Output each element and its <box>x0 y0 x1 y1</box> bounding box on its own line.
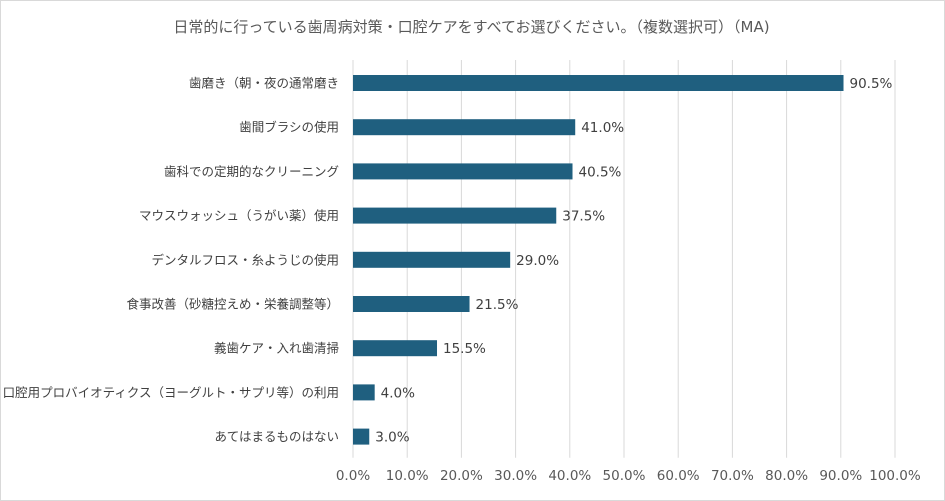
x-tick-label: 20.0% <box>440 468 483 484</box>
data-label: 21.5% <box>476 297 519 313</box>
bar <box>353 340 438 357</box>
x-tick-label: 0.0% <box>336 468 370 484</box>
x-tick-label: 80.0% <box>765 468 808 484</box>
data-label: 15.5% <box>443 341 486 357</box>
bar <box>353 207 557 224</box>
x-tick-label: 90.0% <box>819 468 862 484</box>
category-label: あてはまるものはない <box>214 429 339 444</box>
x-tick-label: 70.0% <box>711 468 754 484</box>
data-label: 4.0% <box>381 385 415 401</box>
category-label: デンタルフロス・糸ようじの使用 <box>151 252 339 267</box>
x-tick-label: 100.0% <box>869 468 921 484</box>
data-label: 37.5% <box>562 209 605 225</box>
category-label: 歯間ブラシの使用 <box>239 120 339 135</box>
category-label: 義歯ケア・入れ歯清掃 <box>214 341 339 356</box>
x-tick-label: 10.0% <box>386 468 429 484</box>
x-tick-label: 50.0% <box>603 468 646 484</box>
bar <box>353 428 370 445</box>
data-label: 90.5% <box>850 76 893 92</box>
category-label: 歯科での定期的なクリーニング <box>164 164 339 179</box>
data-label: 29.0% <box>516 253 559 269</box>
category-label: 食事改善（砂糖控えめ・栄養調整等） <box>126 297 339 312</box>
data-label: 41.0% <box>581 120 624 136</box>
category-label: 歯磨き（朝・夜の通常磨き <box>189 76 339 91</box>
chart-title: 日常的に行っている歯周病対策・口腔ケアをすべてお選びください。（複数選択可）（M… <box>173 18 770 36</box>
bar <box>353 119 576 136</box>
bar <box>353 251 511 268</box>
x-tick-label: 40.0% <box>548 468 591 484</box>
x-tick-label: 30.0% <box>494 468 537 484</box>
x-tick-label: 60.0% <box>657 468 700 484</box>
category-label: マウスウォッシュ（うがい薬）使用 <box>139 208 339 223</box>
bar <box>353 296 470 312</box>
bar <box>353 163 573 180</box>
bar <box>353 384 375 401</box>
bar <box>353 75 844 91</box>
category-label: 口腔用プロバイオティクス（ヨーグルト・サプリ等）の利用 <box>3 385 339 400</box>
data-label: 3.0% <box>375 430 409 446</box>
data-label: 40.5% <box>579 164 622 180</box>
